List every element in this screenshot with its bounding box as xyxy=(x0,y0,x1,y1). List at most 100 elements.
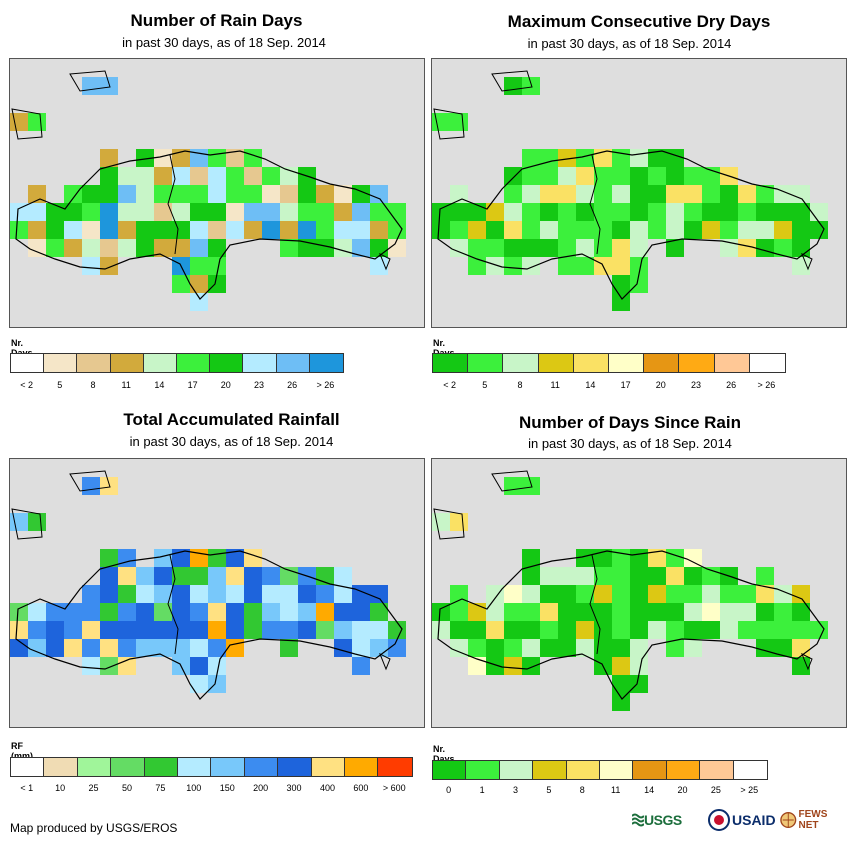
panel-title: Total Accumulated Rainfall xyxy=(123,410,340,429)
grid-cell xyxy=(172,585,190,603)
grid-cell xyxy=(468,221,486,239)
legend-labels: < 1 10 25 50 75 100 150 200 300 400 600 > 600 xyxy=(10,783,411,795)
grid-cell xyxy=(208,275,226,293)
legend-swatch xyxy=(700,761,734,779)
usgs-logo-text: USGS xyxy=(644,812,682,828)
legend-swatch xyxy=(499,761,534,779)
usgs-logo: USGS xyxy=(632,806,690,834)
grid-cell xyxy=(190,621,208,639)
grid-cell xyxy=(558,257,576,275)
grid-cell xyxy=(190,293,208,311)
grid-cell xyxy=(540,639,558,657)
grid-cell xyxy=(450,185,468,203)
grid-cell xyxy=(46,221,64,239)
grid-cell xyxy=(190,257,208,275)
grid-cell xyxy=(774,603,792,621)
legend-label: 0 xyxy=(446,785,452,795)
grid-cell xyxy=(244,185,262,203)
grid-cell xyxy=(612,185,630,203)
country-border xyxy=(167,554,179,655)
grid-cell xyxy=(576,167,594,185)
map-rain-days[interactable] xyxy=(9,58,425,328)
grid-cell xyxy=(702,221,720,239)
grid-cell xyxy=(280,239,298,257)
grid-cell xyxy=(792,621,810,639)
grid-cell xyxy=(352,203,370,221)
legend-label: 14 xyxy=(644,785,655,795)
coastline xyxy=(15,150,403,300)
grid-cell xyxy=(792,203,810,221)
grid-cell xyxy=(118,167,136,185)
grid-cell xyxy=(244,149,262,167)
map-canvas xyxy=(432,70,828,311)
legend-label: 26 xyxy=(287,380,298,390)
grid-cell xyxy=(298,621,316,639)
grid-cell xyxy=(432,513,450,531)
grid-cell xyxy=(316,203,334,221)
grid-cell xyxy=(684,639,702,657)
legend-label: > 26 xyxy=(316,380,335,390)
grid-cell xyxy=(154,167,172,185)
map-total-rainfall[interactable] xyxy=(9,458,425,728)
grid-cell xyxy=(154,185,172,203)
grid-cell xyxy=(774,639,792,657)
legend-swatch xyxy=(573,354,609,372)
legend-swatch xyxy=(210,354,244,372)
legend-swatch xyxy=(176,354,211,372)
grid-cell xyxy=(334,239,352,257)
grid-cell xyxy=(352,621,370,639)
grid-cell xyxy=(432,203,450,221)
grid-cell xyxy=(558,603,576,621)
grid-cell xyxy=(522,621,540,639)
legend-swatch xyxy=(633,761,667,779)
grid-cell xyxy=(82,657,100,675)
partner-logos: USGS USAID FEWS NET xyxy=(632,806,846,834)
fewsnet-globe-icon xyxy=(780,811,797,829)
grid-cell xyxy=(702,203,720,221)
grid-cell xyxy=(540,239,558,257)
grid-cell xyxy=(702,621,720,639)
grid-cell xyxy=(612,639,630,657)
islet-coastline xyxy=(433,508,465,540)
grid-cell xyxy=(756,185,774,203)
legend-label: 10 xyxy=(55,783,66,793)
legend-label: 50 xyxy=(121,783,132,793)
grid-cell xyxy=(100,149,118,167)
grid-cell xyxy=(630,621,648,639)
grid-cell xyxy=(504,477,522,495)
grid-cell xyxy=(666,585,684,603)
grid-cell xyxy=(82,639,100,657)
grid-cell xyxy=(702,603,720,621)
grid-cell xyxy=(10,603,28,621)
grid-cell xyxy=(540,149,558,167)
grid-cell xyxy=(630,549,648,567)
grid-cell xyxy=(576,149,594,167)
islet-coastline xyxy=(379,652,391,671)
grid-cell xyxy=(468,239,486,257)
grid-cell xyxy=(450,639,468,657)
grid-cell xyxy=(666,167,684,185)
grid-cell xyxy=(190,275,208,293)
grid-cell xyxy=(28,221,46,239)
grid-cell xyxy=(522,567,540,585)
panel-subtitle: in past 30 days, as of 18 Sep. 2014 xyxy=(527,36,732,51)
grid-cell xyxy=(630,657,648,675)
grid-cell xyxy=(648,185,666,203)
legend-bar xyxy=(10,757,413,777)
grid-cell xyxy=(540,221,558,239)
map-days-since-rain[interactable] xyxy=(431,458,847,728)
grid-cell xyxy=(558,567,576,585)
grid-cell xyxy=(370,221,388,239)
grid-cell xyxy=(82,221,100,239)
legend-label: 1 xyxy=(479,785,485,795)
grid-cell xyxy=(486,203,504,221)
grid-cell xyxy=(468,603,486,621)
grid-cell xyxy=(684,203,702,221)
map-dry-days[interactable] xyxy=(431,58,847,328)
legend-label: 8 xyxy=(90,380,96,390)
grid-cell xyxy=(208,657,226,675)
grid-cell xyxy=(208,185,226,203)
grid-cell xyxy=(298,203,316,221)
grid-cell xyxy=(684,549,702,567)
fewsnet-logo: FEWS NET xyxy=(780,806,846,834)
